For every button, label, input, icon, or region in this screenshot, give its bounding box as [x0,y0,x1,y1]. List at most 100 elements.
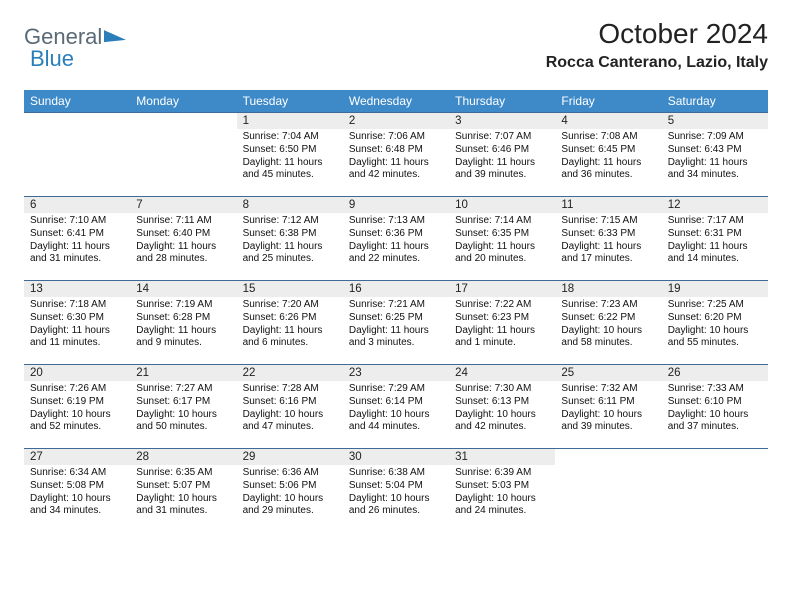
day-number: 16 [343,281,449,297]
daylight-text: Daylight: 11 hours and 9 minutes. [136,325,230,351]
daylight-text: Daylight: 10 hours and 29 minutes. [243,493,337,519]
sunset-text: Sunset: 6:20 PM [668,312,762,325]
daylight-text: Daylight: 11 hours and 14 minutes. [668,241,762,267]
sunset-text: Sunset: 6:23 PM [455,312,549,325]
week-row: 6Sunrise: 7:10 AMSunset: 6:41 PMDaylight… [24,197,768,281]
day-cell: 11Sunrise: 7:15 AMSunset: 6:33 PMDayligh… [555,197,661,281]
day-cell: 22Sunrise: 7:28 AMSunset: 6:16 PMDayligh… [237,365,343,449]
day-cell [130,113,236,197]
daylight-text: Daylight: 11 hours and 17 minutes. [561,241,655,267]
sunrise-text: Sunrise: 7:11 AM [136,215,230,228]
sunset-text: Sunset: 6:17 PM [136,396,230,409]
sunrise-text: Sunrise: 6:36 AM [243,467,337,480]
sunset-text: Sunset: 6:50 PM [243,144,337,157]
day-details: Sunrise: 7:23 AMSunset: 6:22 PMDaylight:… [555,297,661,354]
day-number: 13 [24,281,130,297]
calendar-table: Sunday Monday Tuesday Wednesday Thursday… [24,90,768,533]
day-cell: 16Sunrise: 7:21 AMSunset: 6:25 PMDayligh… [343,281,449,365]
day-cell: 8Sunrise: 7:12 AMSunset: 6:38 PMDaylight… [237,197,343,281]
daylight-text: Daylight: 11 hours and 20 minutes. [455,241,549,267]
sunrise-text: Sunrise: 7:08 AM [561,131,655,144]
day-details: Sunrise: 7:15 AMSunset: 6:33 PMDaylight:… [555,213,661,270]
day-cell: 12Sunrise: 7:17 AMSunset: 6:31 PMDayligh… [662,197,768,281]
day-cell: 9Sunrise: 7:13 AMSunset: 6:36 PMDaylight… [343,197,449,281]
sunset-text: Sunset: 6:40 PM [136,228,230,241]
day-cell: 19Sunrise: 7:25 AMSunset: 6:20 PMDayligh… [662,281,768,365]
daylight-text: Daylight: 10 hours and 47 minutes. [243,409,337,435]
dayheader-wed: Wednesday [343,90,449,113]
day-number: 26 [662,365,768,381]
day-details: Sunrise: 6:34 AMSunset: 5:08 PMDaylight:… [24,465,130,522]
sunrise-text: Sunrise: 7:30 AM [455,383,549,396]
dayheader-mon: Monday [130,90,236,113]
day-cell: 26Sunrise: 7:33 AMSunset: 6:10 PMDayligh… [662,365,768,449]
sunset-text: Sunset: 5:07 PM [136,480,230,493]
daylight-text: Daylight: 10 hours and 44 minutes. [349,409,443,435]
day-header-row: Sunday Monday Tuesday Wednesday Thursday… [24,90,768,113]
day-details: Sunrise: 7:08 AMSunset: 6:45 PMDaylight:… [555,129,661,186]
sunset-text: Sunset: 6:41 PM [30,228,124,241]
day-details: Sunrise: 7:10 AMSunset: 6:41 PMDaylight:… [24,213,130,270]
day-cell: 27Sunrise: 6:34 AMSunset: 5:08 PMDayligh… [24,449,130,533]
day-number: 29 [237,449,343,465]
day-details: Sunrise: 7:18 AMSunset: 6:30 PMDaylight:… [24,297,130,354]
sunrise-text: Sunrise: 7:10 AM [30,215,124,228]
daylight-text: Daylight: 10 hours and 50 minutes. [136,409,230,435]
day-number: 6 [24,197,130,213]
daylight-text: Daylight: 11 hours and 11 minutes. [30,325,124,351]
daylight-text: Daylight: 10 hours and 42 minutes. [455,409,549,435]
daylight-text: Daylight: 11 hours and 6 minutes. [243,325,337,351]
day-details: Sunrise: 6:35 AMSunset: 5:07 PMDaylight:… [130,465,236,522]
sunset-text: Sunset: 6:33 PM [561,228,655,241]
daylight-text: Daylight: 11 hours and 36 minutes. [561,157,655,183]
day-cell: 29Sunrise: 6:36 AMSunset: 5:06 PMDayligh… [237,449,343,533]
day-number: 11 [555,197,661,213]
day-details: Sunrise: 7:17 AMSunset: 6:31 PMDaylight:… [662,213,768,270]
day-cell [662,449,768,533]
daylight-text: Daylight: 11 hours and 1 minute. [455,325,549,351]
day-number: 30 [343,449,449,465]
day-details: Sunrise: 7:30 AMSunset: 6:13 PMDaylight:… [449,381,555,438]
day-cell: 25Sunrise: 7:32 AMSunset: 6:11 PMDayligh… [555,365,661,449]
sunrise-text: Sunrise: 7:23 AM [561,299,655,312]
day-cell: 21Sunrise: 7:27 AMSunset: 6:17 PMDayligh… [130,365,236,449]
week-row: 13Sunrise: 7:18 AMSunset: 6:30 PMDayligh… [24,281,768,365]
sunrise-text: Sunrise: 7:18 AM [30,299,124,312]
sunrise-text: Sunrise: 7:15 AM [561,215,655,228]
sunrise-text: Sunrise: 6:38 AM [349,467,443,480]
sunset-text: Sunset: 6:48 PM [349,144,443,157]
daylight-text: Daylight: 10 hours and 37 minutes. [668,409,762,435]
day-number: 15 [237,281,343,297]
sunrise-text: Sunrise: 7:25 AM [668,299,762,312]
day-cell: 4Sunrise: 7:08 AMSunset: 6:45 PMDaylight… [555,113,661,197]
sunset-text: Sunset: 6:38 PM [243,228,337,241]
day-details: Sunrise: 6:38 AMSunset: 5:04 PMDaylight:… [343,465,449,522]
week-row: 20Sunrise: 7:26 AMSunset: 6:19 PMDayligh… [24,365,768,449]
sunrise-text: Sunrise: 7:27 AM [136,383,230,396]
day-cell: 23Sunrise: 7:29 AMSunset: 6:14 PMDayligh… [343,365,449,449]
day-number: 3 [449,113,555,129]
sunrise-text: Sunrise: 7:22 AM [455,299,549,312]
sunset-text: Sunset: 6:31 PM [668,228,762,241]
week-row: 27Sunrise: 6:34 AMSunset: 5:08 PMDayligh… [24,449,768,533]
day-number: 10 [449,197,555,213]
sunrise-text: Sunrise: 7:29 AM [349,383,443,396]
day-cell: 13Sunrise: 7:18 AMSunset: 6:30 PMDayligh… [24,281,130,365]
day-number: 4 [555,113,661,129]
logo-triangle-icon [104,28,126,42]
day-cell: 5Sunrise: 7:09 AMSunset: 6:43 PMDaylight… [662,113,768,197]
page-title: October 2024 [546,18,768,50]
location-label: Rocca Canterano, Lazio, Italy [546,54,768,72]
sunset-text: Sunset: 6:16 PM [243,396,337,409]
sunset-text: Sunset: 6:13 PM [455,396,549,409]
sunrise-text: Sunrise: 7:07 AM [455,131,549,144]
day-number: 25 [555,365,661,381]
daylight-text: Daylight: 11 hours and 31 minutes. [30,241,124,267]
sunrise-text: Sunrise: 7:20 AM [243,299,337,312]
day-number: 2 [343,113,449,129]
day-details: Sunrise: 7:27 AMSunset: 6:17 PMDaylight:… [130,381,236,438]
day-cell: 3Sunrise: 7:07 AMSunset: 6:46 PMDaylight… [449,113,555,197]
day-details: Sunrise: 7:22 AMSunset: 6:23 PMDaylight:… [449,297,555,354]
sunrise-text: Sunrise: 7:09 AM [668,131,762,144]
sunrise-text: Sunrise: 7:21 AM [349,299,443,312]
